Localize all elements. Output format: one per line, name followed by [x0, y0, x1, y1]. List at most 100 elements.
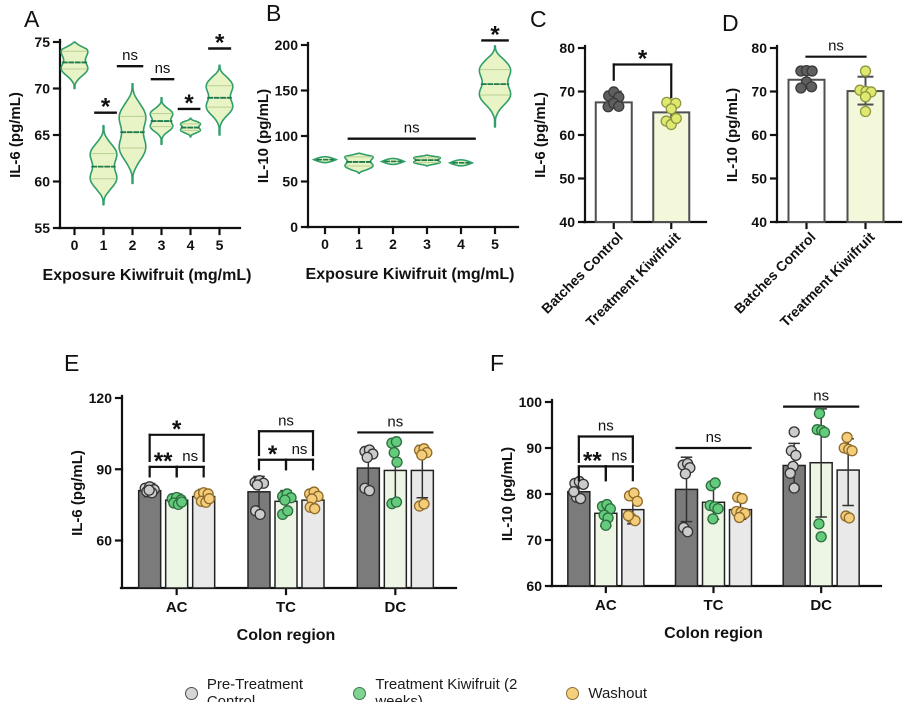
svg-text:ns: ns — [122, 47, 138, 64]
legend-swatch-washout-icon — [566, 686, 580, 700]
bar-TC-0 — [247, 474, 271, 589]
violin-0 — [311, 155, 339, 164]
svg-text:ns: ns — [404, 120, 420, 137]
svg-text:70: 70 — [559, 84, 575, 100]
svg-text:AC: AC — [166, 599, 188, 616]
svg-text:4: 4 — [457, 236, 465, 252]
svg-text:**: ** — [583, 447, 602, 474]
svg-text:100: 100 — [275, 128, 299, 144]
bar-TC-2 — [301, 486, 325, 589]
legend-label: Washout — [588, 684, 647, 702]
svg-text:IL-10 (pg/mL): IL-10 (pg/mL) — [499, 447, 516, 541]
legend-label: Pre-Treatment Control — [206, 676, 303, 702]
bar-DC-2 — [836, 431, 860, 587]
legend: Pre-Treatment Control Treatment Kiwifrui… — [185, 676, 647, 702]
svg-text:90: 90 — [96, 461, 112, 477]
violin-1 — [344, 152, 374, 175]
panel-c-label: C — [530, 6, 547, 32]
bar-1 — [846, 65, 885, 223]
svg-text:50: 50 — [751, 171, 767, 187]
svg-text:Exposure Kiwifruit (mg/mL): Exposure Kiwifruit (mg/mL) — [306, 266, 515, 283]
legend-item-treatment-kiwifruit: Treatment Kiwifruit (2 weeks) — [353, 676, 566, 702]
svg-text:*: * — [101, 94, 111, 121]
bar-TC-1 — [701, 477, 726, 587]
svg-text:IL-10 (pg/mL): IL-10 (pg/mL) — [255, 89, 272, 183]
svg-text:1: 1 — [355, 236, 363, 252]
violin-0 — [60, 41, 89, 90]
svg-text:65: 65 — [34, 127, 50, 143]
panel-d-label: D — [722, 10, 739, 36]
svg-text:Colon region: Colon region — [237, 627, 336, 644]
svg-text:IL-6 (pg/mL): IL-6 (pg/mL) — [69, 450, 86, 536]
panel-b-label: B — [266, 0, 282, 26]
svg-text:60: 60 — [526, 578, 542, 594]
svg-text:60: 60 — [751, 127, 767, 143]
violin-4 — [179, 117, 202, 138]
bar-1 — [652, 96, 691, 223]
svg-text:5: 5 — [491, 236, 499, 252]
svg-text:DC: DC — [810, 597, 832, 614]
bar-0 — [594, 86, 633, 223]
axes: 40 50 60 70 80 IL-6 (pg/mL) — [532, 40, 708, 230]
bar-0 — [787, 64, 826, 223]
svg-text:*: * — [490, 21, 500, 48]
svg-text:120: 120 — [89, 390, 113, 406]
svg-text:Treatment Kiwifruit: Treatment Kiwifruit — [582, 229, 683, 330]
svg-text:ns: ns — [387, 413, 403, 430]
svg-text:ns: ns — [598, 418, 614, 435]
svg-text:70: 70 — [751, 84, 767, 100]
svg-text:ns: ns — [182, 448, 198, 465]
svg-text:3: 3 — [423, 236, 431, 252]
panel-a-chart: 55 60 65 70 75 IL-6 (pg/mL) Exposure Kiwifruit… — [7, 30, 251, 284]
svg-text:Colon region: Colon region — [664, 625, 763, 642]
x-ticks: 0 1 2 3 4 5 — [321, 225, 499, 252]
svg-text:*: * — [638, 46, 648, 73]
svg-text:*: * — [215, 30, 225, 57]
svg-text:1: 1 — [100, 237, 108, 253]
svg-text:55: 55 — [34, 220, 50, 236]
svg-text:150: 150 — [275, 83, 299, 99]
panel-d-chart: 40 50 60 70 80 IL-10 (pg/mL) Batches ControlTr… — [724, 38, 903, 330]
panel-e-label: E — [64, 350, 80, 376]
bar-TC-1 — [274, 488, 298, 589]
bar-AC-1 — [164, 491, 189, 589]
bar-DC-2 — [410, 443, 435, 589]
bar-TC-0 — [674, 456, 699, 587]
svg-text:IL-6 (pg/mL): IL-6 (pg/mL) — [532, 92, 549, 178]
panel-a-label: A — [24, 6, 40, 32]
svg-text:ns: ns — [813, 388, 829, 405]
significance: ns * — [347, 21, 509, 140]
svg-text:80: 80 — [526, 486, 542, 502]
bar-AC-2 — [621, 487, 645, 587]
svg-text:IL-10 (pg/mL): IL-10 (pg/mL) — [724, 88, 741, 182]
axes: 55 60 65 70 75 IL-6 (pg/mL) Exposure Kiwifruit… — [7, 34, 251, 284]
x-ticks: AC TC DC — [595, 584, 832, 614]
svg-text:70: 70 — [526, 532, 542, 548]
violin-1 — [89, 124, 118, 206]
svg-text:60: 60 — [34, 174, 50, 190]
svg-text:*: * — [184, 90, 194, 117]
svg-text:60: 60 — [96, 533, 112, 549]
svg-text:40: 40 — [751, 214, 767, 230]
bar-TC-2 — [728, 491, 753, 587]
bar-DC-1 — [383, 436, 408, 589]
svg-text:ns: ns — [292, 441, 308, 458]
svg-text:50: 50 — [559, 171, 575, 187]
svg-text:AC: AC — [595, 597, 617, 614]
svg-text:80: 80 — [559, 40, 575, 56]
bar-DC-0 — [782, 426, 806, 587]
svg-text:75: 75 — [34, 34, 50, 50]
svg-text:0: 0 — [290, 219, 298, 235]
svg-text:*: * — [172, 416, 182, 443]
svg-text:0: 0 — [71, 237, 79, 253]
significance: ns — [805, 38, 867, 58]
violin-5 — [205, 64, 234, 136]
svg-text:2: 2 — [129, 237, 137, 253]
bar-AC-0 — [567, 475, 591, 587]
legend-item-pre-treatment: Pre-Treatment Control — [185, 676, 353, 702]
